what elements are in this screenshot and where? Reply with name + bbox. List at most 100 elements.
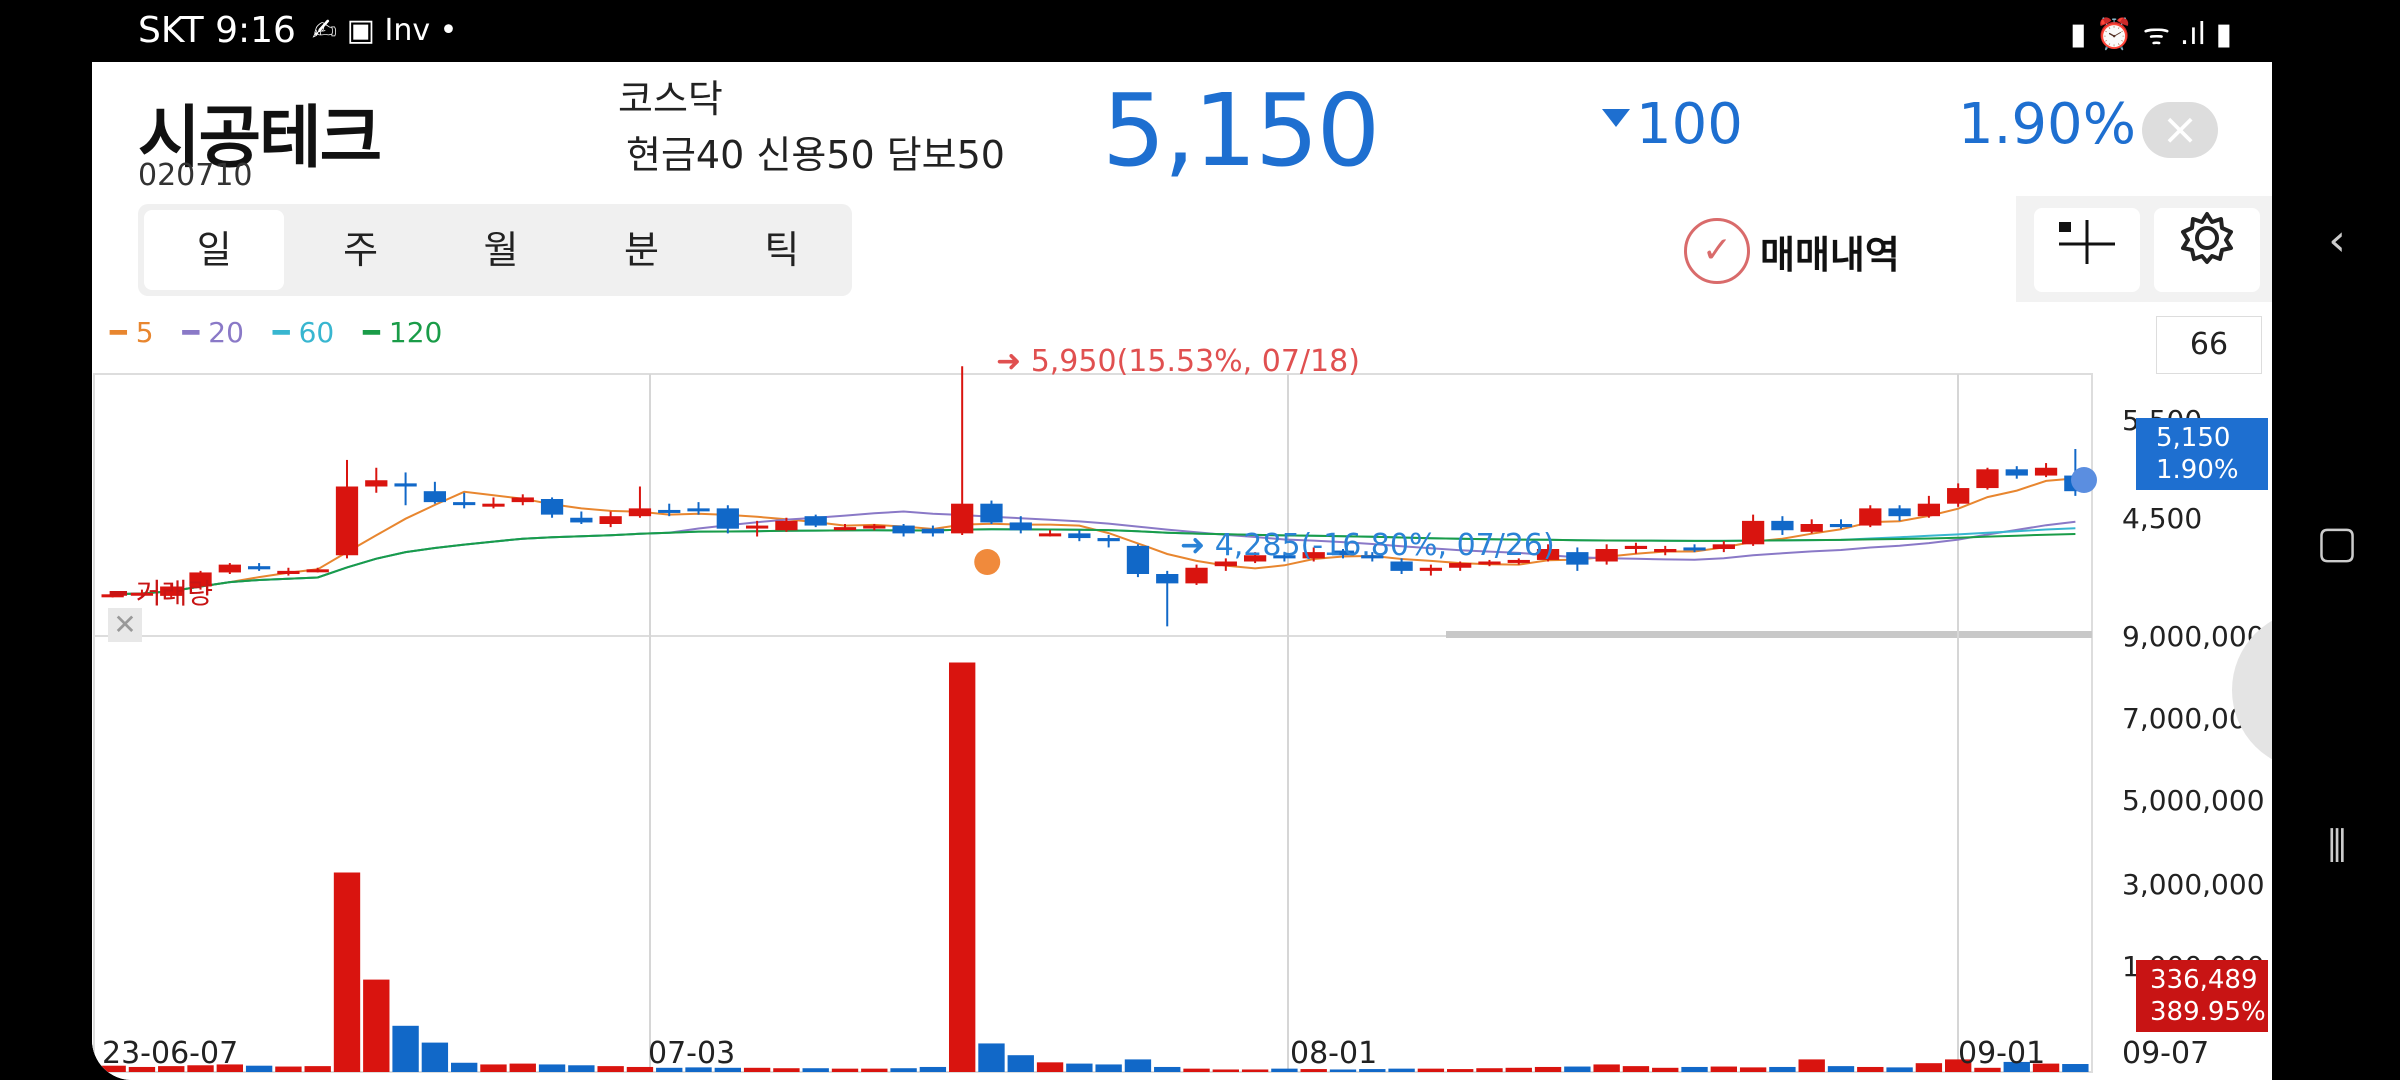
candle-body — [980, 503, 1003, 523]
tab-monthly[interactable]: 월 — [483, 228, 519, 272]
ma60-legend: ━ 60 — [272, 316, 335, 349]
candle-body — [1859, 508, 1882, 526]
volume-bar — [2032, 1063, 2060, 1072]
remove-indicator-button[interactable]: ✕ — [108, 608, 142, 642]
status-left: SKT 9:16 ✍ ▣ Inv • — [138, 10, 457, 51]
candle-body — [1800, 524, 1823, 532]
candle-body — [1126, 545, 1150, 574]
home-icon[interactable]: ▢ — [2316, 517, 2358, 568]
volume-bar — [1417, 1068, 1445, 1072]
candle-body — [2005, 469, 2028, 476]
period-tabs: 일 주 월 분 틱 — [138, 204, 852, 296]
current-price-tag: 5,150 1.90% — [2136, 418, 2268, 490]
volume-bar — [363, 979, 390, 1072]
candle-body — [628, 508, 652, 517]
volume-bar — [158, 1066, 185, 1072]
candle-body — [423, 491, 447, 503]
volume-bar — [890, 1068, 917, 1072]
candle-body — [1419, 567, 1443, 571]
chart-scrollbar — [1446, 631, 2092, 638]
volume-bar — [1534, 1066, 1562, 1072]
tab-tick[interactable]: 틱 — [764, 228, 800, 272]
volume-bar — [421, 1042, 449, 1072]
price-tick-4500: 4,500 — [2122, 502, 2203, 535]
volume-bar — [187, 1065, 214, 1072]
candle-body — [1449, 563, 1472, 568]
candle-body — [1156, 574, 1179, 584]
candle-body — [394, 483, 417, 487]
status-notification-icons: ✍ ▣ Inv • — [311, 13, 458, 48]
volume-bar — [861, 1068, 888, 1072]
status-right-icons: ▮ ⏰ ᯤ .ıl ▮ — [2069, 17, 2232, 52]
volume-bar — [216, 1064, 244, 1072]
volume-bar — [948, 662, 976, 1072]
candle-body — [335, 486, 359, 556]
volume-bar — [626, 1066, 654, 1072]
tab-minute[interactable]: 분 — [623, 228, 659, 272]
price-change: 100 — [1602, 92, 1743, 157]
volume-bar — [99, 1065, 126, 1072]
candle-body — [160, 586, 183, 596]
x-label-start: 23-06-07 — [102, 1036, 239, 1071]
low-annotation-text: 4,285(-16.80%, 07/26) — [1214, 528, 1555, 563]
volume-tick-9m: 9,000,000 — [2122, 620, 2265, 653]
volume-bar — [333, 872, 361, 1072]
volume-bar — [1124, 1059, 1152, 1072]
candle-body — [687, 508, 710, 512]
down-triangle-icon — [1602, 108, 1630, 127]
volume-bar — [1329, 1069, 1357, 1072]
candle-body — [1536, 549, 1560, 560]
low-marker-icon — [974, 549, 1001, 575]
volume-bar — [1212, 1069, 1240, 1072]
margin-info: 현금40 신용50 담보50 — [626, 133, 1005, 177]
low-annotation: ➜ 4,285(-16.80%, 07/26) — [1180, 528, 1555, 563]
crosshair-button[interactable] — [2034, 208, 2140, 292]
candle-body — [365, 480, 388, 487]
candle-body — [2034, 467, 2058, 476]
volume-bar — [1710, 1066, 1738, 1072]
volume-bar — [1476, 1068, 1503, 1072]
tab-daily[interactable]: 일 — [144, 210, 285, 290]
gear-icon — [2181, 212, 2233, 264]
candle-body — [247, 566, 271, 570]
candle-body — [1741, 520, 1765, 545]
candle-body — [1654, 549, 1677, 553]
back-icon[interactable]: ‹ — [2328, 215, 2346, 266]
system-nav-bar: ‹ ▢ ⦀ — [2272, 0, 2400, 1080]
candle-body — [101, 594, 124, 598]
high-annotation-text: 5,950(15.53%, 07/18) — [1030, 344, 1360, 379]
candle-body — [570, 517, 593, 523]
candle-body — [1976, 469, 1999, 489]
x-label-0801: 08-01 — [1290, 1036, 1378, 1071]
volume-bar — [304, 1066, 331, 1072]
volume-tick-3m: 3,000,000 — [2122, 868, 2265, 901]
tab-weekly[interactable]: 주 — [343, 228, 379, 272]
volume-legend: ━ 거래량 — [110, 577, 214, 610]
volume-bar — [656, 1067, 683, 1072]
recents-icon[interactable]: ⦀ — [2327, 821, 2347, 872]
volume-bar — [128, 1066, 156, 1072]
candle-body — [658, 509, 681, 513]
volume-panel-border — [93, 635, 2093, 1073]
close-button[interactable]: × — [2142, 102, 2218, 158]
trade-history-toggle[interactable]: ✓ 매매내역 — [1684, 218, 1900, 284]
high-marker-icon — [2071, 467, 2097, 493]
ma120-legend: ━ 120 — [363, 316, 443, 349]
volume-bar — [1154, 1066, 1181, 1072]
volume-bar — [1944, 1059, 1972, 1072]
volume-legend-label: 거래량 — [135, 577, 214, 610]
candle-count-input[interactable]: 66 — [2156, 316, 2262, 374]
stock-chart[interactable] — [92, 310, 2272, 1080]
volume-bar — [480, 1064, 507, 1072]
candle-body — [1947, 488, 1970, 504]
candle-body — [1829, 524, 1853, 528]
crosshair-icon — [2059, 220, 2115, 264]
volume-bar — [978, 1043, 1005, 1072]
status-bar: SKT 9:16 ✍ ▣ Inv • ▮ ⏰ ᯤ .ıl ▮ — [0, 0, 2272, 62]
volume-bar — [1593, 1064, 1620, 1072]
volume-bar — [1974, 1067, 2001, 1072]
x-label-0703: 07-03 — [648, 1036, 736, 1071]
candle-body — [1273, 555, 1296, 559]
settings-button[interactable] — [2154, 208, 2260, 292]
ma-legend: ━ 5 ━ 20 ━ 60 ━ 120 — [110, 316, 462, 349]
